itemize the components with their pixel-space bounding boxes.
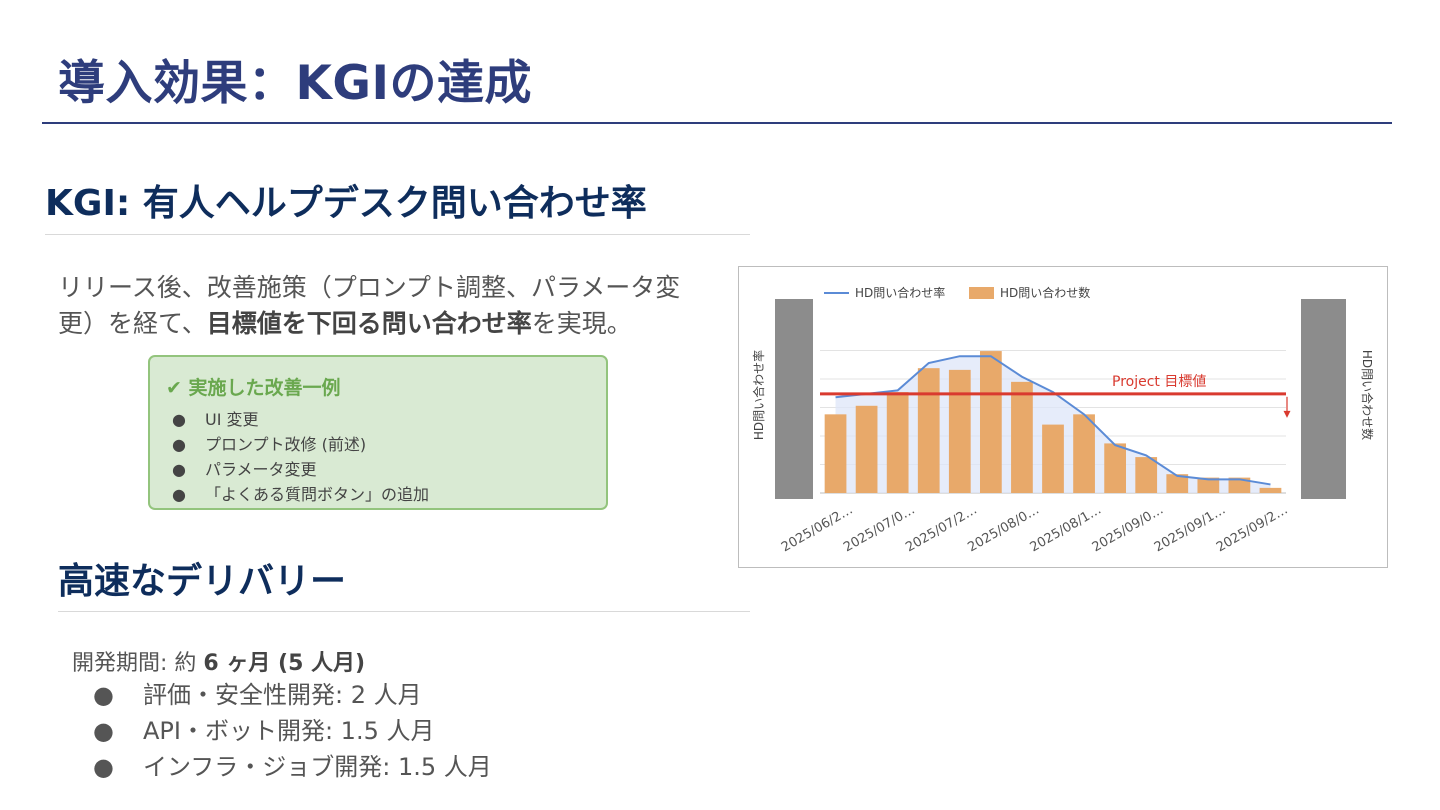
bar-inquiry-count xyxy=(1073,414,1095,493)
list-item: ● インフラ・ジョブ開発: 1.5 人月 xyxy=(93,749,492,785)
list-item: ● 評価・安全性開発: 2 人月 xyxy=(93,677,492,713)
bar-inquiry-count xyxy=(886,392,909,493)
page-title: 導入効果：KGIの達成 xyxy=(58,56,532,111)
development-period: 開発期間: 約 6 ヶ月 (5 人月) xyxy=(72,645,365,677)
improvement-item: 「よくある質問ボタン」の追加 xyxy=(205,485,430,504)
bullet: ● xyxy=(172,435,186,454)
bar-inquiry-count xyxy=(979,351,1002,493)
list-item: ● API・ボット開発: 1.5 人月 xyxy=(93,713,492,749)
bar-inquiry-count xyxy=(948,369,971,493)
list-item: ● 「よくある質問ボタン」の追加 xyxy=(172,482,429,507)
inquiry-rate-chart: HD問い合わせ率 HD問い合わせ数 Project 目標値 HD問い合わせ率 HD問い合… xyxy=(738,266,1388,568)
improvement-list: ● UI 変更 ● プロンプト改修 (前述) ● パラメータ変更 ● 「よくある質問ボタ… xyxy=(172,407,429,507)
bar-inquiry-count xyxy=(1197,477,1220,493)
y-axis-right-label: HD問い合わせ数 xyxy=(1360,350,1375,440)
bullet: ● xyxy=(93,753,114,781)
line-inquiry-rate xyxy=(835,355,1271,486)
kgi-description-suffix: を実現。 xyxy=(531,309,632,338)
bullet: ● xyxy=(172,410,186,429)
delivery-item: 評価・安全性開発: 2 人月 xyxy=(143,681,422,709)
improvement-item: パラメータ変更 xyxy=(205,460,317,479)
bullet: ● xyxy=(93,681,114,709)
delivery-divider xyxy=(58,611,750,612)
development-period-label: 開発期間: 約 xyxy=(72,651,204,676)
legend-line-label: HD問い合わせ率 xyxy=(855,285,945,300)
list-item: ● プロンプト改修 (前述) xyxy=(172,432,429,457)
development-period-value: 6 ヶ月 (5 人月) xyxy=(203,651,366,676)
title-divider xyxy=(42,122,1392,124)
target-label: Project 目標値 xyxy=(1112,374,1206,390)
improvement-examples-box: ✔ 実施した改善一例 ● UI 変更 ● プロンプト改修 (前述) ● パラメータ変更… xyxy=(148,355,608,510)
y-axis-left-label: HD問い合わせ率 xyxy=(751,350,766,440)
list-item: ● パラメータ変更 xyxy=(172,457,429,482)
improvement-examples-title: ✔ 実施した改善一例 xyxy=(166,377,341,399)
chart-svg: HD問い合わせ率 HD問い合わせ数 Project 目標値 HD問い合わせ率 HD問い合… xyxy=(751,285,1375,555)
bar-inquiry-count xyxy=(917,368,940,493)
kgi-description-emphasis: 目標値を下回る問い合わせ率 xyxy=(206,309,532,338)
list-item: ● UI 変更 xyxy=(172,407,429,432)
bar-inquiry-count xyxy=(1259,487,1282,493)
delivery-heading: 高速なデリバリー xyxy=(58,561,347,602)
kgi-description-text: リリース後、改善施策（プロンプト調整、パラメータ変更）を経て、 xyxy=(58,273,681,338)
bar-inquiry-count xyxy=(1104,443,1127,493)
bar-inquiry-count xyxy=(1011,381,1033,493)
legend-bar-swatch xyxy=(969,287,994,299)
bar-inquiry-count xyxy=(1166,474,1189,493)
legend-bar-label: HD問い合わせ数 xyxy=(1000,285,1090,300)
bar-inquiry-count xyxy=(1135,457,1158,493)
improvement-item: UI 変更 xyxy=(205,410,259,429)
delivery-item: API・ボット開発: 1.5 人月 xyxy=(143,717,435,745)
bullet: ● xyxy=(172,460,186,479)
bar-inquiry-count xyxy=(1042,424,1064,493)
left-axis-block xyxy=(775,299,813,499)
bar-inquiry-count xyxy=(855,405,878,493)
x-tick-label: 2025/09/2… xyxy=(1214,502,1290,555)
delivery-breakdown-list: ● 評価・安全性開発: 2 人月 ● API・ボット開発: 1.5 人月 ● インフラ… xyxy=(93,677,492,785)
bar-inquiry-count xyxy=(824,414,847,493)
target-arrow-head xyxy=(1283,410,1291,418)
bullet: ● xyxy=(172,485,186,504)
bar-inquiry-count xyxy=(1228,477,1251,493)
kgi-heading: KGI: 有人ヘルプデスク問い合わせ率 xyxy=(45,183,647,224)
kgi-divider xyxy=(45,234,750,235)
right-axis-block xyxy=(1301,299,1346,499)
bullet: ● xyxy=(93,717,114,745)
kgi-description: リリース後、改善施策（プロンプト調整、パラメータ変更）を経て、目標値を下回る問い… xyxy=(58,270,708,342)
improvement-item: プロンプト改修 (前述) xyxy=(205,435,367,454)
delivery-item: インフラ・ジョブ開発: 1.5 人月 xyxy=(143,753,492,781)
